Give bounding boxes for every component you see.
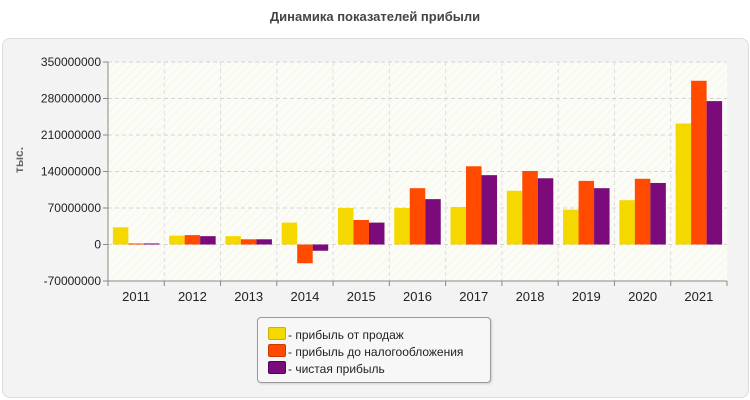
legend: - прибыль от продаж - прибыль до налогоо… <box>257 317 491 383</box>
y-tick-label: 0 <box>94 238 101 252</box>
bar-2011-series-2 <box>128 243 144 245</box>
bar-2016-series-2 <box>409 188 426 245</box>
bar-2013-series-2 <box>240 239 257 245</box>
y-tick-label: 350000000 <box>41 55 101 69</box>
bar-2018-series-2 <box>522 170 538 245</box>
x-tick-label: 2012 <box>178 289 207 304</box>
bar-2019-series-2 <box>578 180 595 245</box>
legend-item-pretax-profit: - прибыль до налогообложения <box>268 344 463 360</box>
bar-2013-series-1 <box>225 236 241 245</box>
chart-title: Динамика показателей прибыли <box>269 9 481 24</box>
x-tick-label: 2019 <box>572 289 601 304</box>
legend-item-net-profit: - чистая прибыль <box>268 361 385 377</box>
legend-swatch-sales-profit <box>268 327 286 340</box>
x-tick-label: 2018 <box>516 289 545 304</box>
legend-label-net-profit: - чистая прибыль <box>288 362 385 376</box>
bar-2011-series-3 <box>143 243 160 245</box>
bar-2018-series-1 <box>506 190 523 245</box>
bar-2021-series-2 <box>691 80 707 245</box>
bar-2021-series-3 <box>706 101 723 245</box>
bar-2021-series-1 <box>675 123 692 245</box>
bar-2019-series-3 <box>594 188 610 245</box>
y-tick-label: 70000000 <box>48 201 102 215</box>
bar-2015-series-3 <box>368 222 385 245</box>
x-tick-label: 2017 <box>459 289 488 304</box>
bar-2017-series-1 <box>450 206 467 245</box>
bar-2020-series-2 <box>634 178 651 245</box>
x-tick-label: 2016 <box>403 289 432 304</box>
bar-2018-series-3 <box>537 178 554 245</box>
bar-2012-series-2 <box>184 235 201 245</box>
bar-2013-series-3 <box>256 239 272 245</box>
bar-2014-series-3 <box>312 244 329 251</box>
bar-2019-series-1 <box>563 209 579 245</box>
bar-2012-series-3 <box>200 236 216 245</box>
legend-swatch-net-profit <box>268 361 286 374</box>
x-tick-label: 2021 <box>684 289 713 304</box>
tick-labels: 350000000 280000000 210000000 140000000 7000… <box>41 55 728 304</box>
y-tick-label: 140000000 <box>41 165 101 179</box>
y-tick-label: 210000000 <box>41 128 101 142</box>
x-tick-label: 2013 <box>234 289 263 304</box>
x-tick-label: 2014 <box>290 289 319 304</box>
bar-2017-series-3 <box>481 175 498 245</box>
bar-2017-series-2 <box>466 166 482 245</box>
bar-2011-series-1 <box>112 227 129 245</box>
legend-label-sales-profit: - прибыль от продаж <box>288 328 404 342</box>
bar-2020-series-1 <box>619 200 635 245</box>
legend-label-pretax-profit: - прибыль до налогообложения <box>288 345 464 359</box>
y-axis-label: тыс. <box>12 147 26 173</box>
bar-2015-series-2 <box>353 219 369 245</box>
legend-swatch-pretax-profit <box>268 344 286 357</box>
bar-2014-series-1 <box>281 222 298 245</box>
legend-item-sales-profit: - прибыль от продаж <box>268 327 404 343</box>
bar-2020-series-3 <box>650 182 666 245</box>
x-tick-label: 2015 <box>347 289 376 304</box>
bar-2014-series-2 <box>297 244 313 264</box>
x-tick-label: 2020 <box>628 289 657 304</box>
y-tick-label: -70000000 <box>44 274 102 288</box>
bar-2015-series-1 <box>337 208 354 245</box>
x-tick-label: 2011 <box>122 289 150 304</box>
bar-2016-series-1 <box>394 208 410 245</box>
bar-2016-series-3 <box>425 199 441 245</box>
bar-2012-series-1 <box>169 235 185 245</box>
y-tick-label: 280000000 <box>41 92 101 106</box>
bars <box>112 80 723 264</box>
